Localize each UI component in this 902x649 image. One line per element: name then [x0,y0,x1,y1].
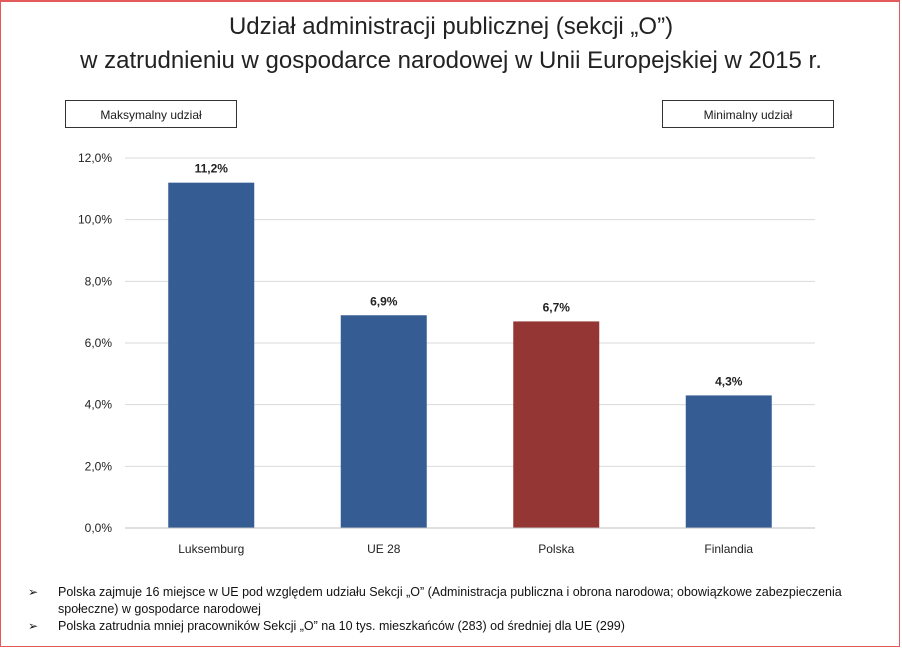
y-tick-label: 12,0% [78,151,112,165]
y-tick-label: 2,0% [85,459,113,473]
bullet-arrow-icon: ➢ [28,619,39,633]
data-label: 6,7% [543,300,571,314]
bar [340,315,427,528]
chart-title: Udział administracji publicznej (sekcji … [0,10,902,78]
note-text: Polska zatrudnia mniej pracowników Sekcj… [58,619,625,633]
notes-list: ➢ Polska zajmuje 16 miejsce w UE pod wzg… [28,584,893,635]
chart-title-line-1: Udział administracji publicznej (sekcji … [228,13,674,40]
note-text: Polska zajmuje 16 miejsce w UE pod wzglę… [58,585,842,616]
x-tick-label: Finlandia [704,542,753,556]
y-tick-label: 6,0% [85,336,113,350]
bar [685,395,772,528]
data-label: 6,9% [370,294,398,308]
x-tick-label: UE 28 [367,542,401,556]
bar [513,321,600,528]
y-tick-label: 4,0% [85,398,113,412]
x-tick-label: Polska [538,542,574,556]
y-tick-label: 8,0% [85,274,113,288]
bullet-arrow-icon: ➢ [28,585,39,599]
data-label: 4,3% [715,374,743,388]
x-tick-label: Luksemburg [178,542,244,556]
note-item: ➢ Polska zatrudnia mniej pracowników Sek… [28,618,893,635]
bar [168,182,255,528]
max-share-label-box: Maksymalny udział [65,100,237,128]
data-label: 11,2% [195,162,229,176]
bar-chart: 0,0% 2,0% 4,0% 6,0% 8,0% 10,0% 12,0% 11,2% Lukse… [78,151,815,556]
min-share-label-box: Minimalny udział [662,100,834,128]
y-tick-label: 0,0% [85,521,113,535]
note-item: ➢ Polska zajmuje 16 miejsce w UE pod wzg… [28,584,893,618]
y-tick-label: 10,0% [78,213,112,227]
chart-title-line-2: w zatrudnieniu w gospodarce narodowej w … [80,47,822,74]
